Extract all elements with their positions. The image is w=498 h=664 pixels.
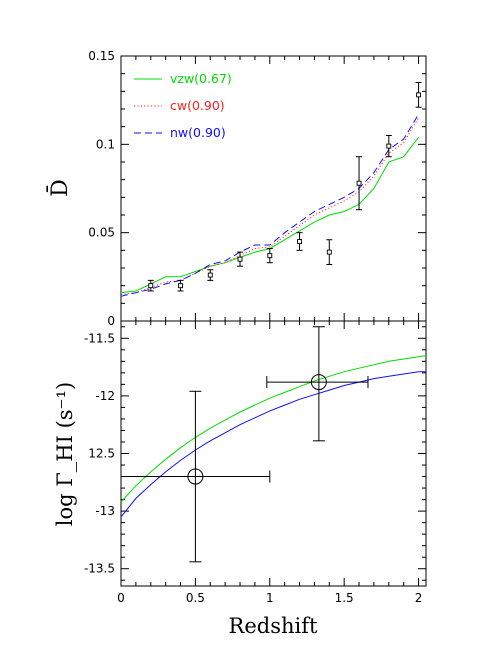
bottom-y-tick-label: -11.5 bbox=[84, 331, 115, 345]
bottom-data-points bbox=[120, 326, 369, 563]
bottom-y-tick-label: -13.5 bbox=[84, 562, 115, 576]
top-panel: 0 0.05 0.1 0.15 vzw(0.67) cw(0.90) nw(0.90) D… bbox=[46, 49, 427, 328]
data-point-circle bbox=[187, 468, 204, 485]
data-point-square bbox=[416, 92, 422, 98]
legend-label: cw(0.90) bbox=[170, 98, 225, 113]
top-panel-frame bbox=[120, 55, 427, 322]
top-y-axis-title: D̄ bbox=[46, 179, 73, 197]
top-y-tick-label: 0.15 bbox=[88, 49, 115, 63]
data-point-square bbox=[297, 239, 302, 244]
x-tick-labels: 0 0.5 1 1.5 2 bbox=[117, 591, 422, 605]
series-line-nw bbox=[120, 114, 420, 297]
series-line-cw bbox=[120, 117, 420, 295]
data-point-square bbox=[267, 253, 273, 259]
legend-label: nw(0.90) bbox=[170, 125, 226, 140]
top-y-tick-label: 0.05 bbox=[88, 226, 115, 240]
bottom-panel-frame bbox=[120, 320, 427, 587]
bottom-panel: 0 0.5 1 1.5 2 -11.5 -12 12.5 -13 -13.5 log Γ_HI … bbox=[53, 320, 427, 638]
data-point-square bbox=[237, 256, 243, 262]
data-point-square bbox=[207, 272, 213, 278]
x-tick-label: 1 bbox=[266, 591, 274, 605]
top-data-points bbox=[147, 82, 422, 292]
top-y-ticks bbox=[121, 55, 426, 322]
top-y-tick-label: 0.1 bbox=[96, 137, 115, 151]
data-point-circle bbox=[310, 374, 327, 391]
bottom-y-tick-label: -12 bbox=[95, 389, 115, 403]
y-axis-title-gamma: log Γ_HI (s⁻¹) bbox=[53, 382, 77, 527]
top-series-lines bbox=[120, 114, 420, 297]
top-y-tick-labels: 0 0.05 0.1 0.15 bbox=[88, 49, 115, 328]
data-point-square bbox=[148, 283, 154, 289]
top-x-ticks bbox=[120, 56, 420, 321]
data-point-square bbox=[356, 180, 362, 186]
y-axis-title-D: D̄ bbox=[46, 179, 73, 197]
bottom-y-tick-label: -13 bbox=[95, 504, 115, 518]
legend-label: vzw(0.67) bbox=[170, 71, 232, 86]
legend: vzw(0.67) cw(0.90) nw(0.90) bbox=[134, 71, 232, 140]
data-point-square bbox=[178, 283, 183, 289]
bottom-y-tick-label: 12.5 bbox=[88, 447, 115, 461]
top-y-tick-label: 0 bbox=[107, 314, 115, 328]
model-curve-green bbox=[120, 355, 427, 503]
x-tick-label: 2 bbox=[415, 591, 423, 605]
x-tick-label: 1.5 bbox=[335, 591, 354, 605]
series-line-vzw bbox=[120, 136, 419, 294]
data-point-square bbox=[326, 249, 332, 255]
bottom-y-axis-title: log Γ_HI (s⁻¹) bbox=[53, 382, 77, 527]
model-curve-blue bbox=[120, 371, 426, 518]
data-point-square bbox=[386, 143, 392, 149]
x-axis-title: Redshift bbox=[229, 614, 318, 638]
bottom-y-ticks bbox=[121, 326, 426, 581]
bottom-series-lines bbox=[120, 355, 427, 518]
x-tick-label: 0.5 bbox=[186, 591, 205, 605]
x-tick-label: 0 bbox=[117, 591, 125, 605]
bottom-x-ticks bbox=[120, 321, 420, 586]
bottom-y-tick-labels: -11.5 -12 12.5 -13 -13.5 bbox=[84, 331, 115, 575]
